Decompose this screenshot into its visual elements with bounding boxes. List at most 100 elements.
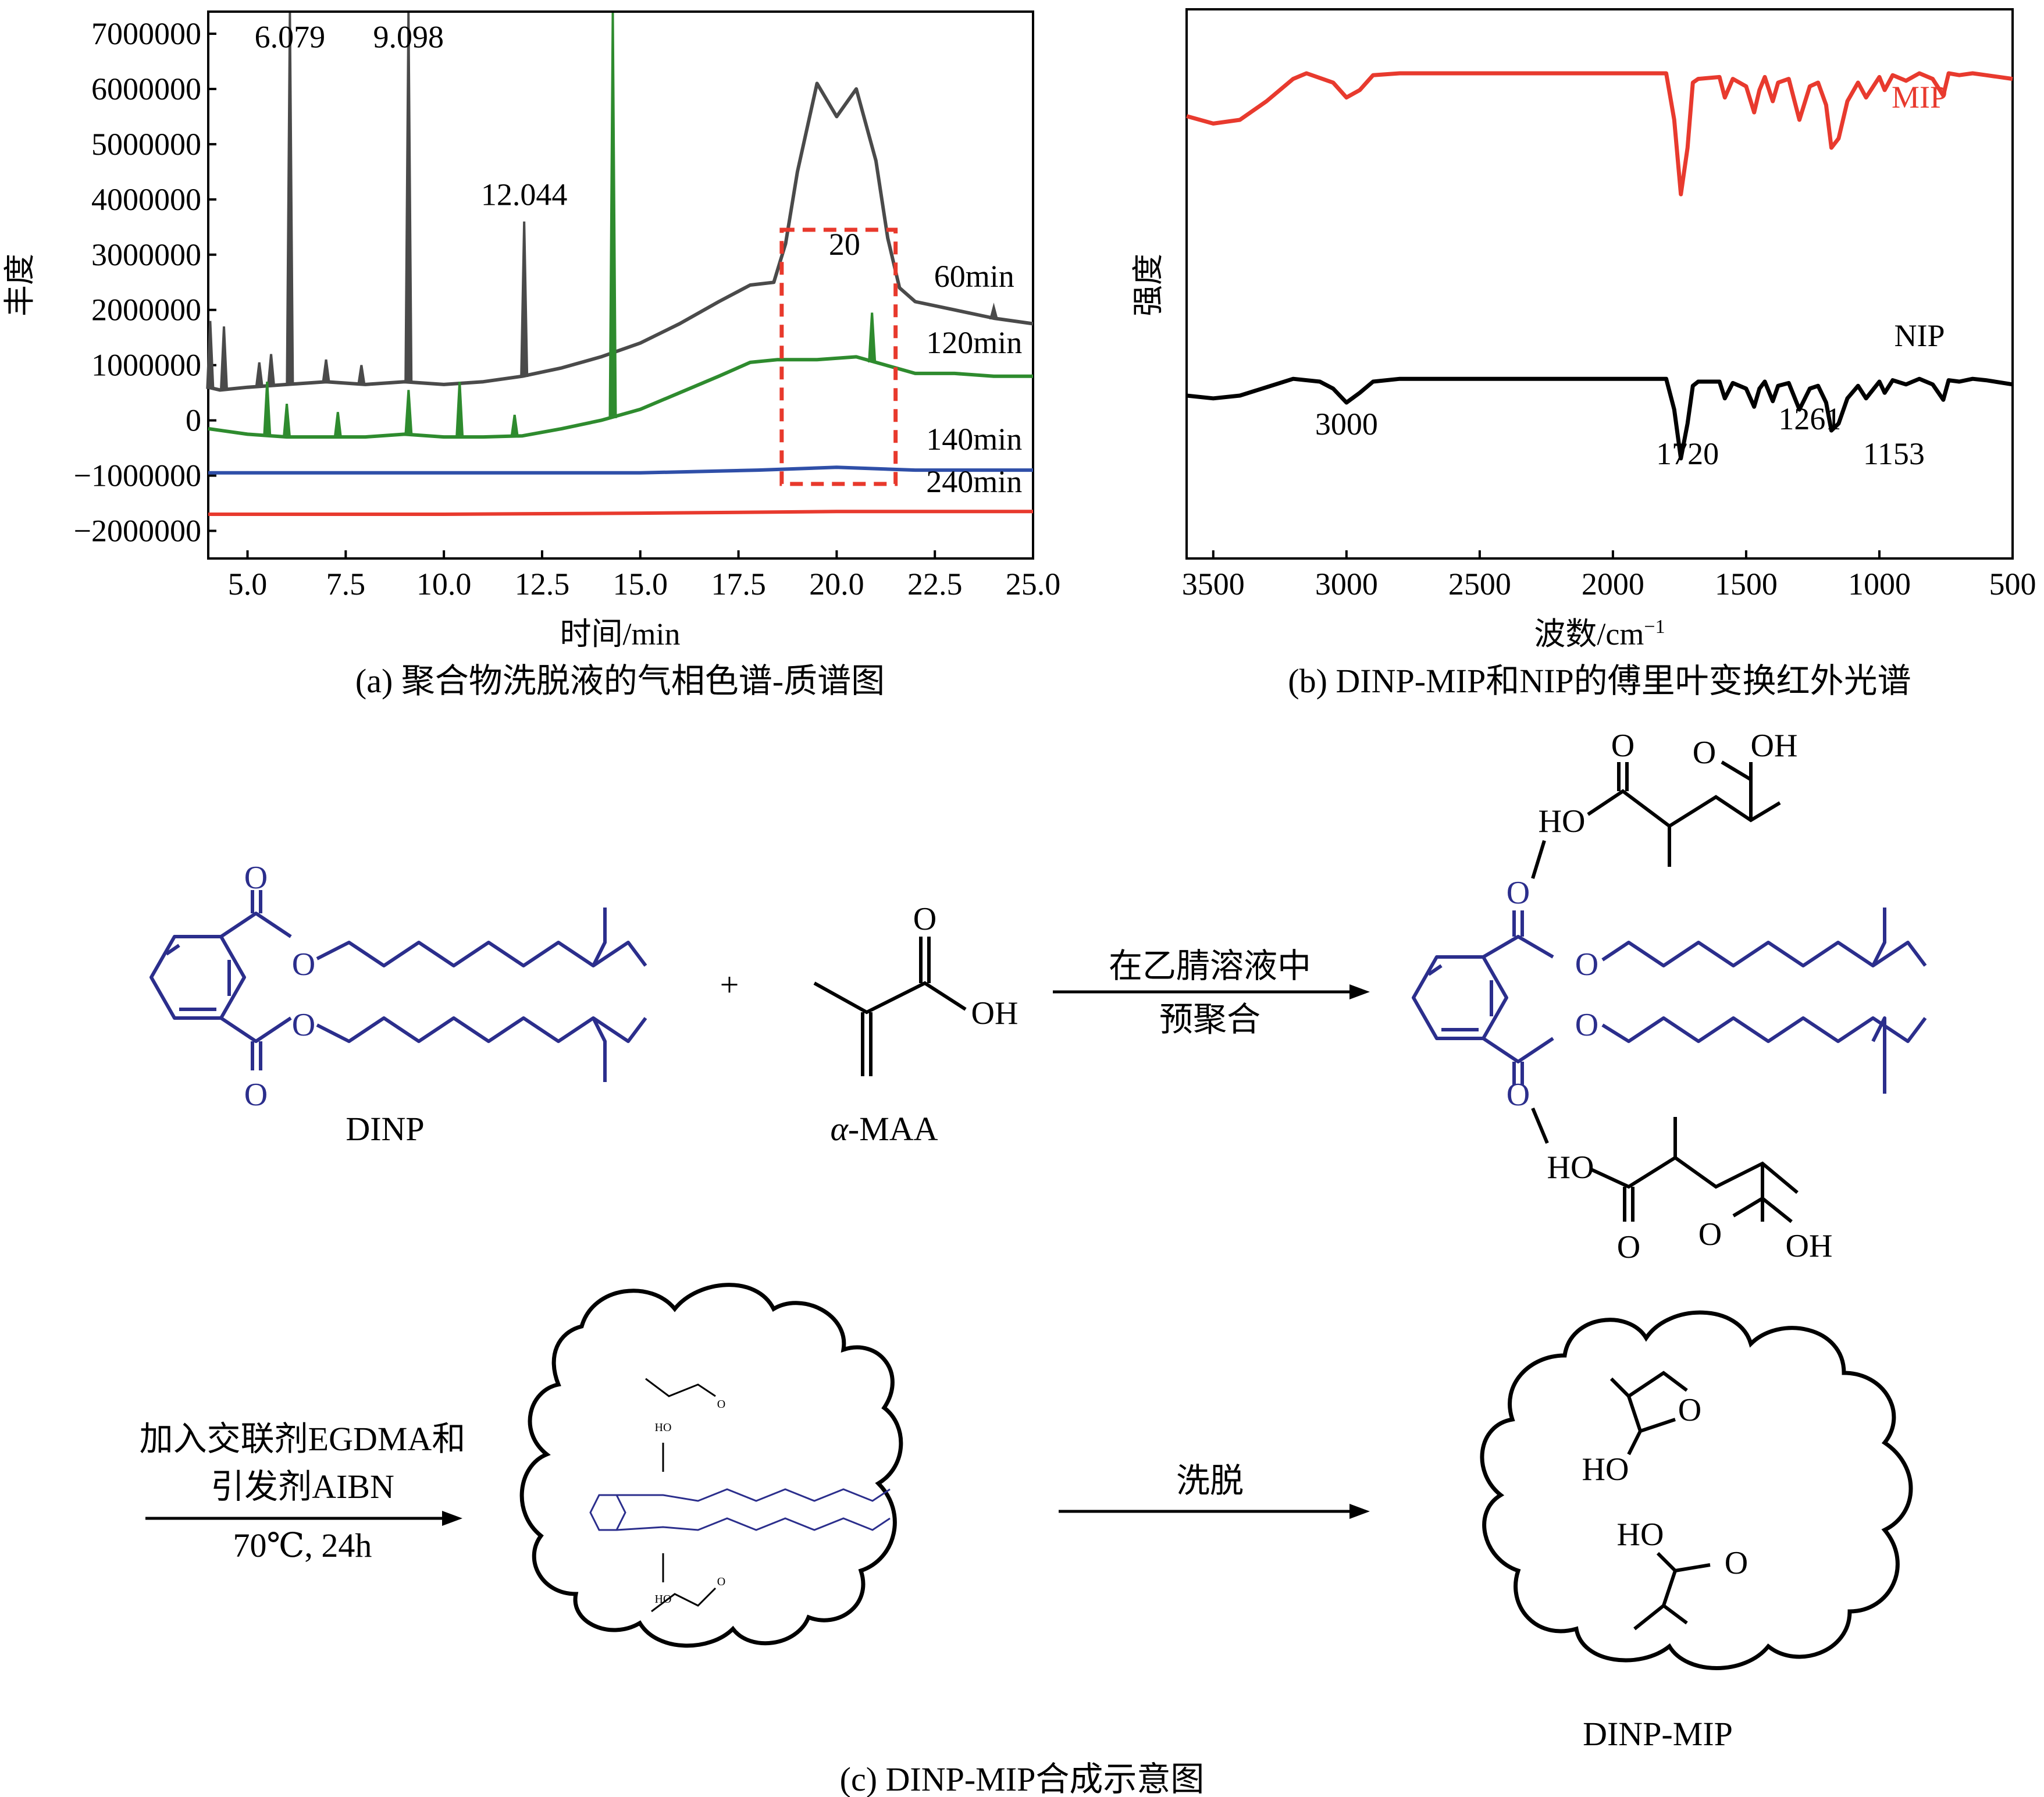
imprinted-cavity-atoms: O HO HO O (1582, 1392, 1749, 1581)
cavity-atom-o: O (1725, 1545, 1748, 1581)
maa-label: α-MAA (830, 1110, 938, 1148)
cloud-outline (1482, 1312, 1911, 1668)
reaction-arrow-1: 在乙腈溶液中 预聚合 (1053, 947, 1370, 1038)
series-line-120min (208, 357, 1033, 437)
series-line-60min (208, 83, 1033, 390)
cavity-upper-carbonyl (1640, 1419, 1675, 1431)
peak-label: 1720 (1656, 436, 1719, 471)
maa-molecule (814, 937, 966, 1076)
dinp-lower-ester-bond (221, 1018, 291, 1041)
panel-b-y-label: 强度 (1131, 254, 1166, 316)
h-bond-upper (1533, 841, 1544, 878)
arrow-2-condition-bottom: 70℃, 24h (233, 1526, 372, 1564)
cavity-lower-carbonyl (1675, 1565, 1710, 1571)
series-label-120min: 120min (926, 325, 1022, 360)
complex-atom-o: O (1693, 735, 1716, 771)
panel-b-plot-frame (1187, 9, 2013, 558)
series-label-140min: 140min (926, 422, 1022, 457)
dinp-mip-product-label: DINP-MIP (1583, 1715, 1733, 1753)
x-tick-label: 1000 (1848, 567, 1911, 602)
cavity-atom-ho: HO (1617, 1517, 1664, 1553)
y-tick-label: −2000000 (74, 514, 201, 549)
x-tick-label: 20.0 (809, 567, 864, 602)
complex-upper-ester-bond (1483, 937, 1553, 957)
peak-label: 6.079 (255, 20, 326, 55)
x-tick-label: 3000 (1315, 567, 1378, 602)
x-tick-label: 15.0 (613, 567, 668, 602)
tiny-atom-o: O (717, 1398, 725, 1411)
series-label-NIP: NIP (1894, 318, 1945, 353)
peak-label: 1261 (1778, 401, 1841, 436)
x-tick-label: 22.5 (907, 567, 963, 602)
y-tick-label: 7000000 (91, 16, 201, 51)
tiny-atom-ho: HO (655, 1593, 672, 1606)
dinp-mip-cloud: O HO HO O (1482, 1312, 1911, 1668)
dinp-upper-chain-branch (593, 908, 605, 966)
y-tick-label: 4000000 (91, 182, 201, 217)
complex-atom-oh: OH (1751, 728, 1798, 764)
dinp-atom-o: O (244, 860, 268, 896)
peak (335, 412, 341, 437)
peak (358, 365, 364, 385)
panel-b-caption: (b) DINP-MIP和NIP的傅里叶变换红外光谱 (1288, 662, 1911, 700)
polymer-cloud-with-template: HO O HO O (522, 1285, 901, 1646)
x-tick-label: 12.5 (515, 567, 570, 602)
cavity-upper-group (1611, 1373, 1687, 1396)
complex-upper-chain-branch (1873, 908, 1885, 966)
complex-dinp-atoms: O O O O (1507, 875, 1598, 1113)
peak (991, 307, 996, 318)
peak (521, 222, 527, 376)
panel-a-plot-frame (208, 12, 1033, 558)
upper-maa-acid-bond (1722, 762, 1751, 780)
y-tick-label: 3000000 (91, 237, 201, 272)
arrow-3-condition: 洗脱 (1176, 1462, 1244, 1500)
y-tick-label: 6000000 (91, 72, 201, 106)
complex-atom-o: O (1611, 728, 1635, 764)
panel-a-peak-labels: 6.079 9.09812.04420 (255, 20, 860, 262)
peak (405, 390, 411, 434)
reaction-arrow-2: 加入交联剂EGDMA和 引发剂AIBN 70℃, 24h (140, 1420, 466, 1564)
series-label-60min: 60min (934, 259, 1014, 294)
peak (221, 326, 227, 390)
dinp-upper-ester-bond (221, 913, 291, 937)
panel-b-labels: MIP NIP 3000 1720 1261 1153 (1315, 80, 1947, 471)
y-tick-label: 1000000 (91, 348, 201, 383)
maa-atom-o: O (913, 901, 936, 937)
cavity-atom-o: O (1678, 1392, 1701, 1428)
panel-a-x-label: 时间/min (560, 617, 680, 652)
y-tick-label: 2000000 (91, 293, 201, 328)
panel-c-synthesis-scheme: O O O O DINP + O OH α-MAA 在乙腈溶液中 预聚合 (140, 728, 1925, 1797)
lower-maa-acid-bond (1762, 1198, 1792, 1222)
dinp-lower-chain-branch (593, 1018, 605, 1082)
x-tick-label: 3500 (1182, 567, 1245, 602)
x-tick-label: 7.5 (326, 567, 366, 602)
dinp-atom-o: O (292, 1007, 315, 1043)
panel-a-gc-ms-chart: 7000000 6000000 5000000 4000000 3000000 20000… (2, 12, 1060, 700)
tiny-atom-o: O (717, 1575, 725, 1588)
complex-atom-o: O (1507, 875, 1530, 911)
peak (287, 13, 293, 385)
x-tick-label: 2000 (1582, 567, 1644, 602)
peak (257, 362, 262, 386)
panel-b-ftir-chart: 3500 3000 2500 2000 1500 1000 500 MIP NIP 3000 17… (1131, 9, 2036, 700)
panel-c-caption: (c) DINP-MIP合成示意图 (840, 1760, 1205, 1797)
series-label-240min: 240min (926, 464, 1022, 499)
panel-a-series-labels: 60min 120min 140min 240min (926, 259, 1022, 499)
panel-b-x-label: 波数/cm−1 (1534, 616, 1665, 652)
panel-b-x-label-main: 波数/cm (1534, 617, 1644, 652)
tiny-upper-chain (617, 1489, 890, 1501)
arrow-1-head (1349, 984, 1370, 999)
lower-maa-chain (1591, 1158, 1797, 1193)
cloud-template-atoms: HO O HO O (655, 1398, 726, 1606)
cavity-atom-ho: HO (1582, 1451, 1629, 1488)
arrow-2-condition-line-2: 引发剂AIBN (211, 1468, 394, 1506)
tiny-upper-maa (646, 1379, 715, 1396)
peak (512, 415, 518, 436)
tiny-lower-chain (617, 1518, 890, 1530)
y-tick-label: 0 (186, 403, 201, 438)
complex-lower-chain-branch (1873, 1018, 1885, 1094)
lower-maa-acid-bond (1733, 1198, 1762, 1216)
peak-label: 20 (829, 227, 860, 262)
arrow-2-condition-line-1: 加入交联剂EGDMA和 (140, 1420, 466, 1458)
complex-atom-ho: HO (1539, 803, 1586, 839)
